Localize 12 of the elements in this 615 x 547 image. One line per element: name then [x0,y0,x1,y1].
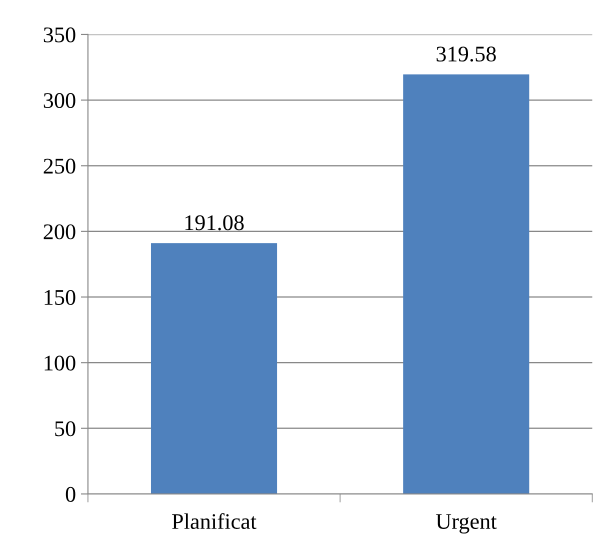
x-tick-label: Urgent [436,514,497,534]
y-tick-label: 350 [44,27,76,42]
x-tick-label: Planificat [172,513,256,530]
y-tick-label: 250 [44,158,76,174]
data-label: 319.58 [436,46,496,62]
y-tick-label: 0 [66,486,76,502]
y-tick-label: 200 [44,224,76,240]
y-tick-label: 150 [44,290,76,305]
data-label: 191.08 [185,215,244,230]
y-tick-label: 300 [44,93,76,108]
y-tick-label: 50 [55,421,76,436]
y-tick-label: 100 [44,356,76,371]
